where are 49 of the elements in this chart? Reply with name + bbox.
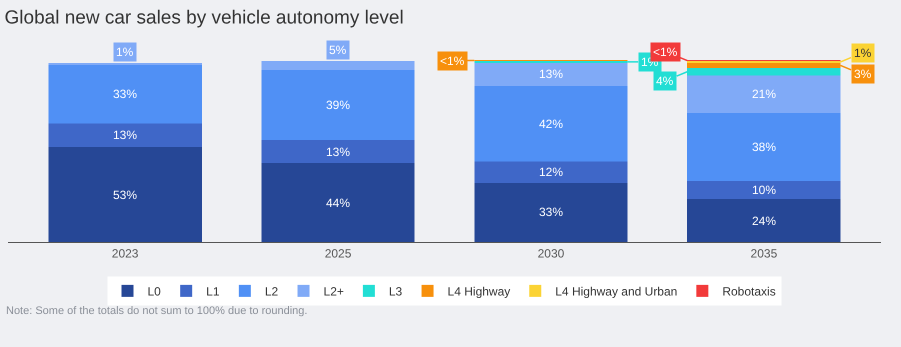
legend-label: L0 <box>148 284 162 299</box>
bar <box>261 140 415 164</box>
text: Note: Some of the totals do not sum to 100% due to rounding. <box>6 305 308 317</box>
bar <box>687 112 841 182</box>
data-label: 4% <box>656 74 674 88</box>
x-tick-label: 2030 <box>538 246 565 260</box>
bar <box>687 198 841 242</box>
data-label: 3% <box>854 67 872 81</box>
data-label: <1% <box>440 54 465 68</box>
bar <box>687 75 841 113</box>
bar <box>261 163 415 242</box>
data-label: 1% <box>854 46 872 60</box>
bar <box>48 147 202 242</box>
data-label: 5% <box>329 43 347 57</box>
legend-label: L1 <box>206 284 220 299</box>
legend-label: L2+ <box>324 284 344 299</box>
bar <box>261 70 415 140</box>
data-label: 39% <box>326 98 350 112</box>
data-label: 33% <box>113 87 138 101</box>
legend-label: L4 Highway and Urban <box>555 284 678 299</box>
bar <box>474 161 628 183</box>
legend-label: Robotaxis <box>722 284 776 299</box>
bar <box>48 64 202 124</box>
data-label: 13% <box>113 128 138 142</box>
bar <box>474 86 628 162</box>
data-label: 13% <box>539 67 564 81</box>
data-label: 1% <box>116 45 134 59</box>
data-label: 44% <box>326 196 350 210</box>
data-label: 33% <box>539 205 564 219</box>
data-label: 42% <box>539 117 564 131</box>
data-label: 13% <box>326 145 350 159</box>
data-label: 12% <box>539 165 564 179</box>
legend-label: L2 <box>264 284 279 299</box>
data-label: 21% <box>752 87 776 101</box>
data-label: 38% <box>752 140 776 154</box>
data-label: 53% <box>113 188 138 202</box>
bar <box>48 124 202 148</box>
bar <box>687 181 841 199</box>
legend-label: L4 Highway <box>448 284 510 299</box>
bar <box>474 182 628 242</box>
x-tick-label: 2025 <box>324 246 352 260</box>
data-label: 10% <box>752 183 776 197</box>
x-tick-label: 2023 <box>112 246 139 260</box>
legend-label: L3 <box>388 284 403 299</box>
data-label: <1% <box>653 45 678 59</box>
data-label: 24% <box>752 214 776 228</box>
x-tick-label: 2035 <box>750 246 778 260</box>
chart-title: Global new car sales by vehicle autonomy level <box>4 8 404 29</box>
bar <box>474 62 628 86</box>
